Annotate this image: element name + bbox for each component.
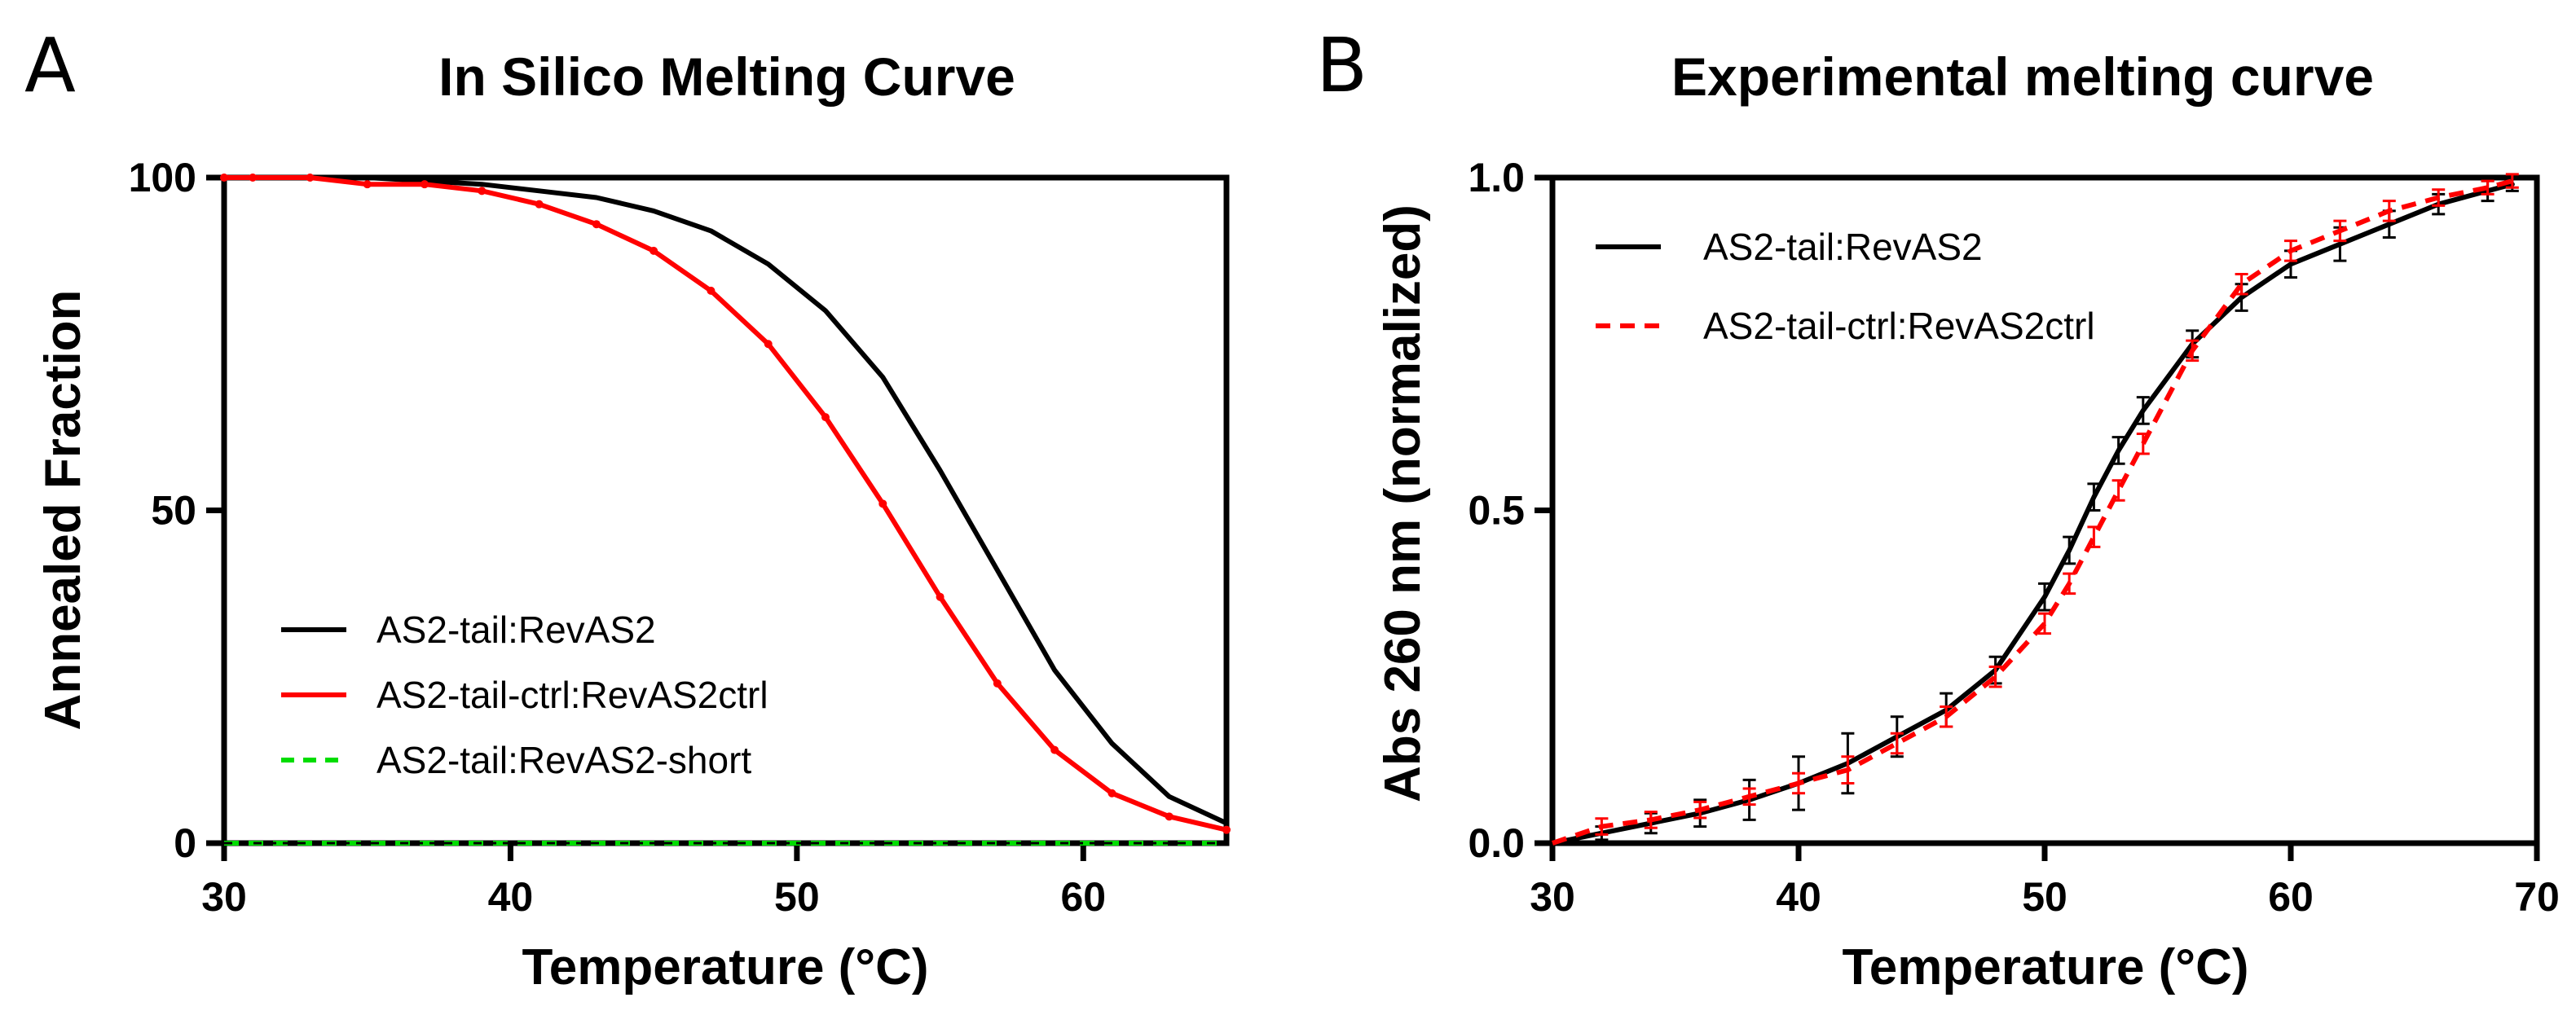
panel-b-x-tick-label: 40 [1776, 874, 1821, 920]
panel-b-series-2-line [1552, 178, 2513, 846]
panel-a-y-axis-label: Annealed Fraction [35, 290, 91, 731]
panel-b-legend: AS2-tail:RevAS2 AS2-tail-ctrl:RevAS2ctrl [1596, 226, 2095, 347]
panel-a-series-2-line [222, 175, 1229, 833]
panel-a-series-2-point [1107, 789, 1116, 798]
panel-a-series-2-point [764, 340, 773, 349]
panel-a-series-1-line [222, 175, 1229, 826]
panel-b-series-2-error-bar [1841, 755, 1855, 784]
panel-b-series-2-error-bar [1988, 665, 2002, 688]
panel-a-x-tick-label: 60 [1060, 874, 1106, 920]
panel-a-legend: AS2-tail:RevAS2 AS2-tail-ctrl:RevAS2ctrl… [281, 609, 768, 781]
panel-b-series-2-error-bar [2111, 479, 2125, 502]
panel-b: B Experimental melting curve 0.0 0.5 1.0 3… [1316, 22, 2560, 995]
panel-a-legend-label-3: AS2-tail:RevAS2-short [376, 739, 751, 781]
panel-a-series-2-point [592, 220, 601, 229]
panel-a-series-2-point [878, 499, 887, 508]
panel-b-y-axis-label: Abs 260 nm (normalized) [1375, 204, 1431, 802]
panel-b-series-1-line [1550, 182, 2515, 846]
panel-b-legend-label-2: AS2-tail-ctrl:RevAS2ctrl [1703, 305, 2095, 347]
panel-b-series-2-error-bar [2186, 339, 2200, 363]
panel-a-letter: A [24, 22, 76, 109]
panel-b-series-2-error-bar [1940, 705, 1953, 728]
panel-a-x-tick-label: 40 [488, 874, 534, 920]
panel-a-x-axis-label: Temperature (°C) [522, 939, 928, 995]
panel-b-series-2-error-bar [2235, 272, 2248, 296]
panel-b-series-2-error-bar [2087, 525, 2101, 548]
panel-a-series-2-point [363, 180, 372, 189]
panel-b-plot-frame [1549, 174, 2540, 846]
panel-a-x-ticks: 30 40 50 60 [201, 843, 1106, 920]
panel-b-x-axis-label: Temperature (°C) [1842, 939, 2248, 995]
panel-b-x-tick-label: 70 [2514, 874, 2560, 920]
panel-a-title: In Silico Melting Curve [438, 46, 1015, 107]
panel-a-series-2-point [478, 187, 487, 196]
panel-b-series-2-error-bar [2432, 188, 2446, 207]
panel-b-series-1-error-bar [2087, 482, 2101, 512]
panel-b-series-2-error-bar [1595, 817, 1609, 836]
panel-b-series-2-error-bar [2038, 612, 2051, 635]
panel-b-series [1550, 173, 2519, 846]
panel-b-x-tick-label: 50 [2022, 874, 2067, 920]
panel-b-series-1-error-bar [2136, 396, 2150, 425]
panel-a: A In Silico Melting Curve 0 50 100 30 40 50 6… [24, 22, 1231, 995]
panel-b-series-2-error-bar [2505, 173, 2519, 189]
panel-a-legend-label-2: AS2-tail-ctrl:RevAS2ctrl [376, 674, 768, 716]
panel-a-series-2-point [707, 286, 716, 295]
panel-b-series-2-error-bar [1792, 771, 1805, 795]
panel-b-series-2-error-bar [2333, 219, 2347, 243]
panel-a-series-2-point [1165, 812, 1174, 821]
panel-b-series-2-error-bar [1693, 800, 1707, 820]
panel-b-series-2-error-bar [2284, 240, 2297, 262]
panel-b-series-2-error-bar [2481, 179, 2495, 196]
panel-a-series [220, 174, 1231, 846]
panel-a-series-2-point [220, 174, 228, 182]
panel-a-x-tick-label: 30 [201, 874, 247, 920]
panel-b-x-tick-label: 60 [2268, 874, 2314, 920]
panel-b-y-tick-label: 0.0 [1468, 820, 1525, 866]
panel-b-x-ticks: 30 40 50 60 70 [1530, 843, 2560, 920]
panel-b-letter: B [1316, 22, 1367, 109]
panel-a-series-2-point [535, 200, 544, 209]
panel-a-series-2-point [821, 413, 830, 422]
panel-a-series-2-point [936, 592, 945, 601]
panel-b-x-tick-label: 30 [1530, 874, 1575, 920]
panel-a-series-2-point [249, 174, 258, 182]
panel-b-series-2-error-bar [1644, 811, 1658, 829]
panel-a-y-tick-label: 100 [129, 155, 196, 200]
panel-a-y-tick-label: 0 [174, 820, 196, 866]
panel-a-series-2-point [650, 246, 658, 255]
panel-b-series-2-error-bar [1742, 787, 1756, 806]
panel-a-series-2-point [1222, 825, 1231, 834]
panel-b-y-ticks: 0.0 0.5 1.0 [1468, 155, 1552, 866]
panel-a-series-2-point [421, 180, 429, 189]
panel-a-series-2-point [1050, 745, 1059, 754]
panel-a-legend-label-1: AS2-tail:RevAS2 [376, 609, 656, 651]
panel-b-y-tick-label: 1.0 [1468, 155, 1525, 200]
panel-b-legend-label-1: AS2-tail:RevAS2 [1703, 226, 1983, 268]
panel-b-series-1-error-bar [2063, 535, 2076, 565]
panel-a-y-tick-label: 50 [151, 488, 196, 534]
panel-b-series-2-error-bar [2063, 572, 2076, 596]
panel-b-series-2-error-bar [2382, 200, 2396, 222]
panel-a-y-ticks: 0 50 100 [129, 155, 224, 866]
panel-a-x-tick-label: 50 [774, 874, 820, 920]
panel-b-series-1-error-bar [2111, 436, 2125, 465]
panel-b-y-tick-label: 0.5 [1468, 488, 1525, 534]
panel-a-series-2-point [306, 174, 315, 182]
panel-b-series-2-error-bar [1890, 732, 1904, 755]
panel-b-series-1-error-bar [2038, 582, 2051, 612]
panel-a-series-2-point [993, 679, 1002, 688]
panel-b-title: Experimental melting curve [1671, 46, 2374, 107]
panel-b-series-2-error-bar [2136, 433, 2150, 455]
